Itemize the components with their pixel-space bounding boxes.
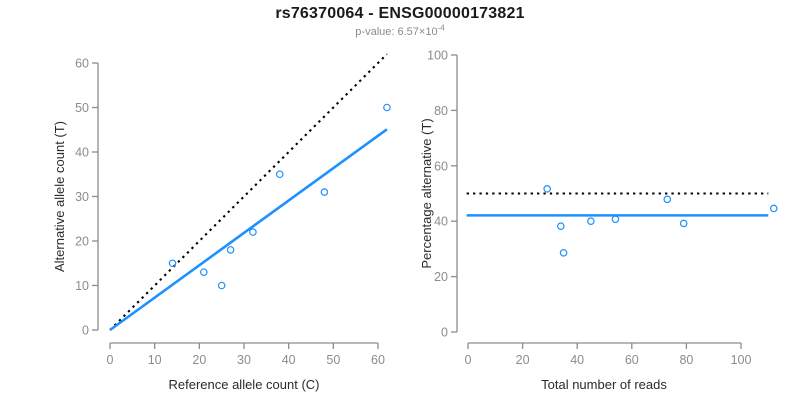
x-tick-label: 0: [465, 353, 472, 367]
x-tick-label: 0: [107, 353, 114, 367]
x-tick-label: 80: [679, 353, 693, 367]
data-point: [168, 259, 177, 268]
y-tick-label: 0: [82, 324, 89, 338]
data-point: [663, 195, 672, 204]
regression-line: [109, 128, 388, 332]
plot-title: rs76370064 - ENSG00000173821: [275, 5, 525, 22]
y-tick-label: 50: [75, 101, 89, 115]
x-tick-label: 60: [625, 353, 639, 367]
data-point: [200, 268, 208, 276]
y-tick-label: 0: [441, 326, 448, 340]
data-point: [769, 204, 778, 213]
y-tick-label: 40: [434, 215, 448, 229]
left-yaxis-title: Alternative allele count (T): [52, 121, 67, 272]
y-tick-label: 40: [75, 146, 89, 160]
data-point: [320, 188, 329, 196]
y-tick-label: 10: [75, 279, 89, 293]
y-tick-label: 60: [75, 57, 89, 71]
y-tick-label: 80: [434, 104, 448, 118]
y-tick-label: 20: [75, 235, 89, 249]
x-tick-label: 100: [731, 353, 752, 367]
data-point: [611, 215, 620, 224]
x-tick-label: 20: [516, 353, 530, 367]
data-point: [226, 246, 235, 254]
pvalue-text: p-value: 6.57×10: [355, 26, 438, 38]
x-tick-label: 10: [148, 353, 162, 367]
data-point: [679, 219, 688, 228]
data-point: [543, 184, 551, 193]
x-tick-label: 40: [282, 353, 296, 367]
left-scatter-plot: 0 10 20 30 40 50 60 0 10 20 30 40 50 60: [75, 53, 391, 367]
data-point: [383, 103, 391, 112]
y-tick-label: 30: [75, 190, 89, 204]
y-tick-label: 60: [434, 159, 448, 173]
y-tick-label: 20: [434, 270, 448, 284]
y-tick-label: 100: [427, 49, 448, 63]
identity-line: [109, 53, 388, 331]
plot-subtitle: p-value: 6.57×10-4: [0, 23, 800, 38]
left-xaxis-title: Reference allele count (C): [168, 377, 319, 392]
right-xaxis-title: Total number of reads: [541, 377, 667, 392]
data-point: [275, 170, 284, 179]
x-tick-label: 40: [570, 353, 584, 367]
x-tick-label: 20: [192, 353, 206, 367]
x-tick-label: 30: [237, 353, 251, 367]
x-tick-label: 50: [326, 353, 340, 367]
data-point: [557, 222, 565, 230]
pvalue-exponent: -4: [437, 23, 445, 33]
x-tick-label: 60: [371, 353, 385, 367]
data-point: [587, 217, 595, 226]
right-yaxis-title: Percentage alternative (T): [419, 118, 434, 268]
data-point: [217, 281, 226, 290]
data-point: [249, 228, 257, 236]
right-scatter-plot: 0 20 40 60 80 100 0 20 40 60 80 100: [427, 49, 778, 367]
data-point: [559, 248, 568, 257]
